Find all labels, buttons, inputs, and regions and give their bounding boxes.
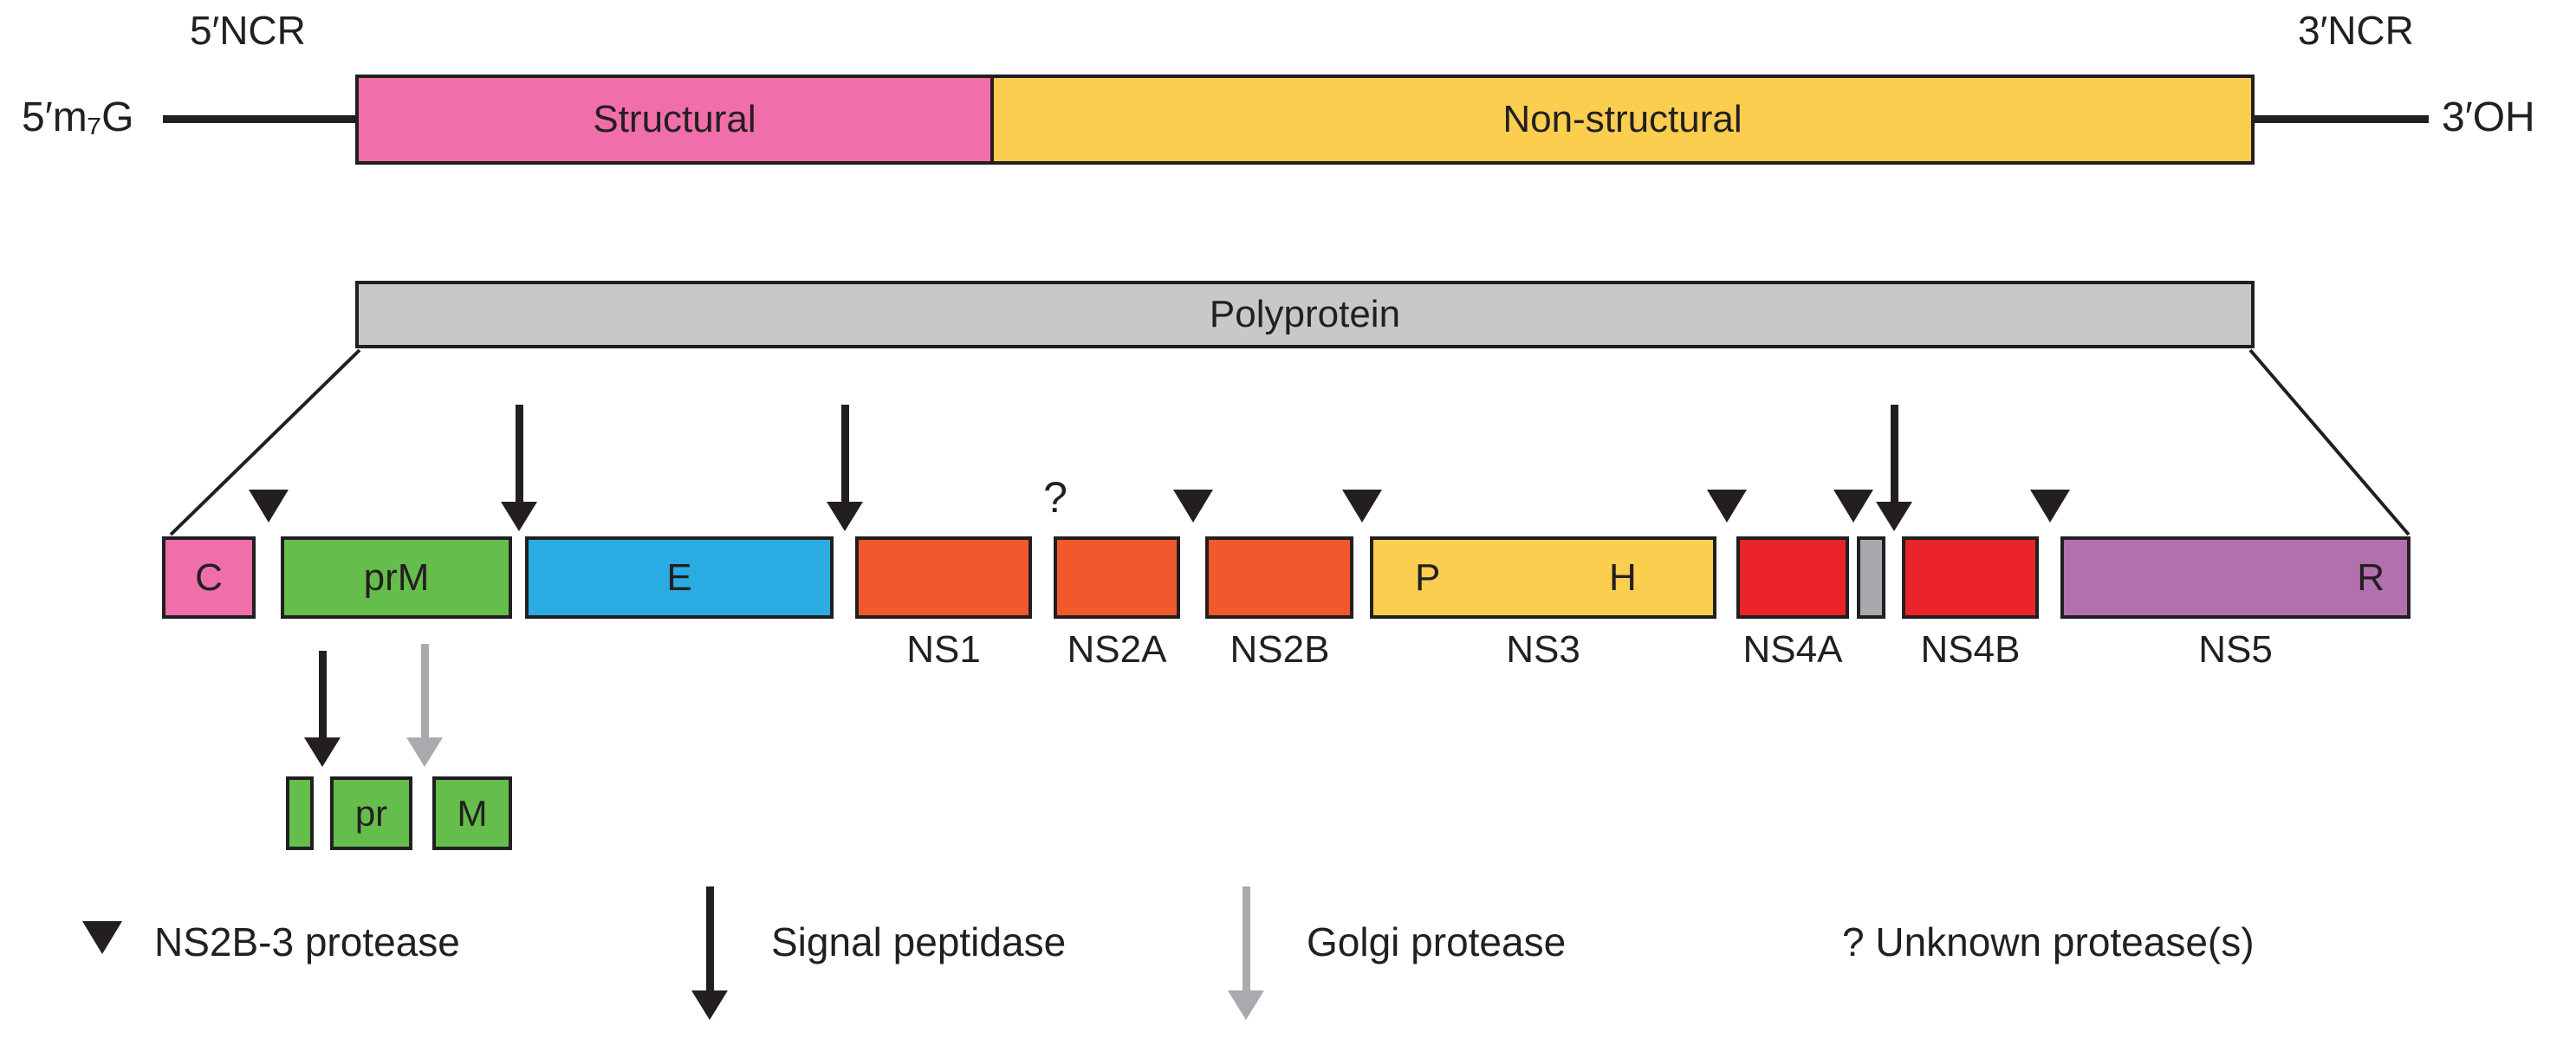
pr-product-label: pr [354,792,388,834]
protein-box-e: E [525,536,834,619]
ns5-rdrp-domain-label: R [2357,555,2385,599]
ns2b3-marker-ns2a-ns2b-icon [1173,490,1213,523]
genome-bar: Structural Non-structural [355,75,2255,165]
arrow-shaft [420,644,429,737]
expansion-line-right [2248,348,2411,536]
protein-name-ns2b: NS2B [1230,628,1330,671]
protein-name-ns4a: NS4A [1742,628,1843,671]
protein-box-c: C [162,536,256,619]
arrow-shaft [515,405,523,502]
protein-box-ns2a [1054,536,1180,619]
polyprotein-label: Polyprotein [1209,293,1401,335]
structural-segment-label: Structural [593,98,756,140]
three-ncr-label: 3′NCR [2298,8,2414,53]
protein-label-prm: prM [363,555,430,599]
arrow-shaft [840,405,849,502]
protein-box-ns3: P H [1370,536,1716,619]
protein-box-2k-spacer [1857,536,1885,619]
arrow-shaft [1890,405,1898,502]
arrow-head [691,990,728,1020]
protein-name-ns2a: NS2A [1067,628,1167,671]
polyprotein-bar: Polyprotein [355,281,2255,348]
pr-product-box: pr [330,776,412,850]
arrow-shaft [705,886,714,990]
arrow-shaft [318,651,327,737]
three-prime-oh-label: 3′OH [2442,94,2535,140]
ns2b3-marker-ns3-ns4a-icon [1707,490,1747,523]
five-ncr-label: 5′NCR [190,8,306,53]
protein-box-ns4b [1902,536,2039,619]
arrow-shaft [1242,886,1250,990]
nonstructural-segment-label: Non-structural [1502,98,1742,140]
ns3-helicase-domain-label: H [1609,555,1637,599]
ns2b3-marker-c-prm-icon [249,490,289,523]
signal-peptidase-arrow-e-ns1-icon [827,405,863,531]
ns2b3-marker-ns2b-ns3-icon [1342,490,1382,523]
protein-label-e: E [666,555,692,599]
unknown-protease-question-mark: ? [1043,473,1067,522]
protein-box-ns1 [855,536,1032,619]
protein-box-ns5: R [2060,536,2411,619]
genome-line-left [163,115,359,123]
arrow-head [1876,502,1912,531]
signal-peptidase-arrow-2k-ns4b-icon [1876,405,1912,531]
ns3-protease-domain-label: P [1415,555,1441,599]
legend-signal-label: Signal peptidase [771,919,1067,964]
protein-label-c: C [195,555,223,599]
legend-ns2b3-label: NS2B-3 protease [154,919,460,964]
m-product-box: M [432,776,512,850]
protein-name-ns1: NS1 [906,628,981,671]
arrow-head [1228,990,1264,1020]
protein-name-ns3: NS3 [1506,628,1580,671]
protein-box-ns4a [1736,536,1849,619]
arrow-head [406,737,443,767]
ns2b3-marker-ns4b-ns5-icon [2030,490,2070,523]
arrow-head [827,502,863,531]
genome-line-right [2251,115,2429,123]
legend-golgi-protease-arrow-icon [1228,886,1264,1020]
prm-anchor-product-box [286,776,314,850]
protein-box-prm: prM [281,536,512,619]
m-product-label: M [457,792,488,834]
signal-peptidase-arrow-prm-e-icon [501,405,537,531]
five-prime-cap-label: 5′m₇G [22,94,134,140]
legend-golgi-label: Golgi protease [1307,919,1567,964]
structural-segment: Structural [359,78,994,161]
nonstructural-segment: Non-structural [994,78,2251,161]
protein-name-ns5: NS5 [2198,628,2273,671]
golgi-protease-arrow-prm-icon [406,644,443,767]
protein-box-ns2b [1205,536,1353,619]
arrow-head [304,737,341,767]
signal-peptidase-arrow-prm-products-icon [304,651,341,767]
legend-unknown-label: ? Unknown protease(s) [1842,919,2255,964]
ns2b3-marker-ns4a-2k-icon [1833,490,1873,523]
legend-signal-peptidase-arrow-icon [691,886,728,1020]
protein-name-ns4b: NS4B [1920,628,2021,671]
arrow-head [501,502,537,531]
legend-ns2b3-marker-icon [82,921,122,954]
